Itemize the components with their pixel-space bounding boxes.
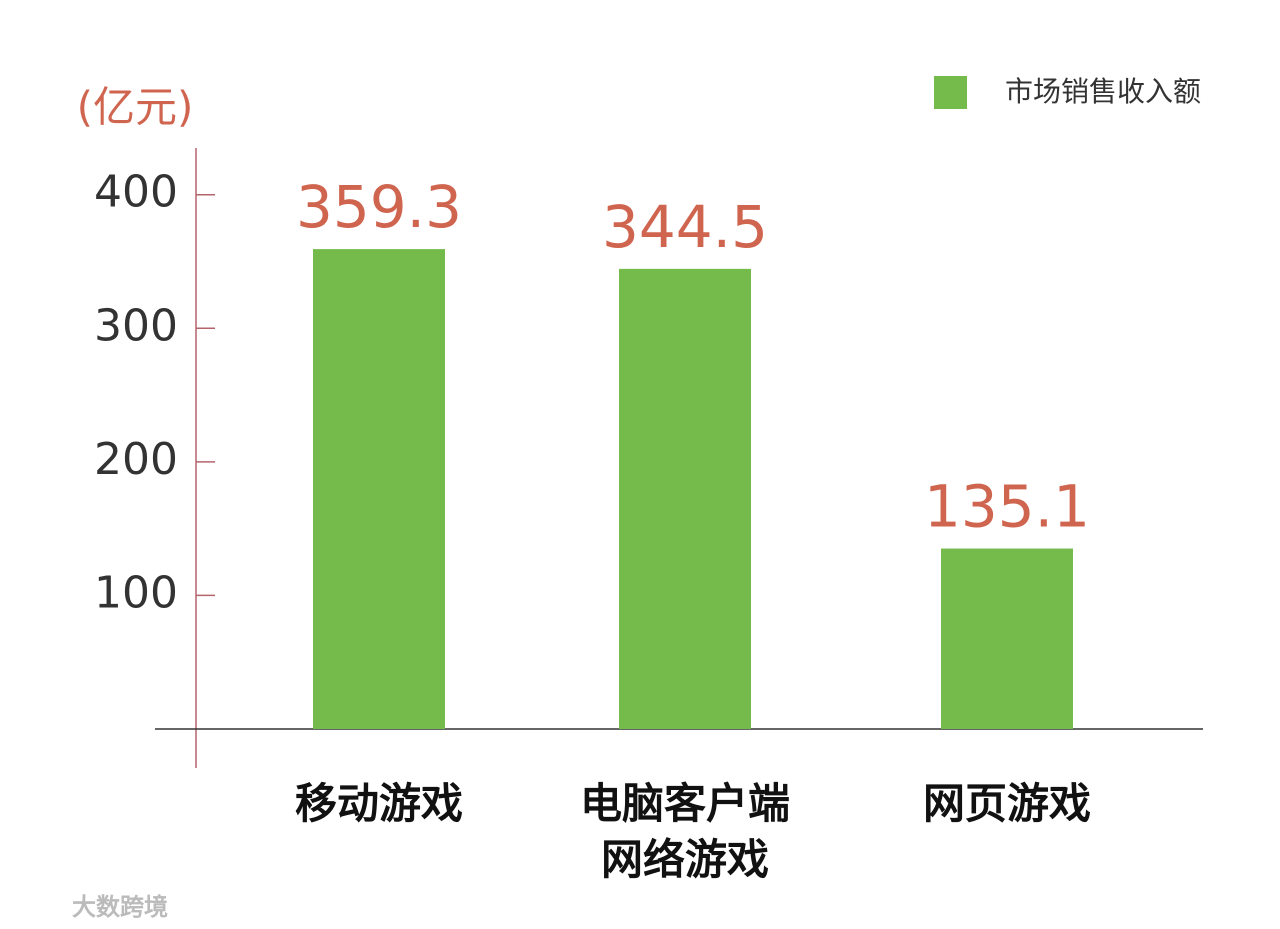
y-tick-label: 400 <box>94 167 178 218</box>
y-tick-label: 300 <box>94 300 178 351</box>
y-tick-label: 100 <box>94 567 178 618</box>
x-tick-label: 电脑客户端 网络游戏 <box>579 779 790 884</box>
bar <box>313 249 445 729</box>
y-axis-label: (亿元) <box>77 83 194 132</box>
legend-label: 市场销售收入额 <box>1005 75 1201 108</box>
x-tick-label: 移动游戏 <box>294 779 463 828</box>
value-label: 135.1 <box>924 473 1090 541</box>
bar <box>941 548 1073 729</box>
value-label: 344.5 <box>602 193 768 261</box>
x-tick-label: 网页游戏 <box>922 779 1091 828</box>
value-label: 359.3 <box>296 173 462 241</box>
watermark: 大数跨境 <box>72 893 168 921</box>
bar <box>619 268 751 729</box>
legend-swatch <box>934 76 967 109</box>
y-tick-label: 200 <box>94 434 178 485</box>
